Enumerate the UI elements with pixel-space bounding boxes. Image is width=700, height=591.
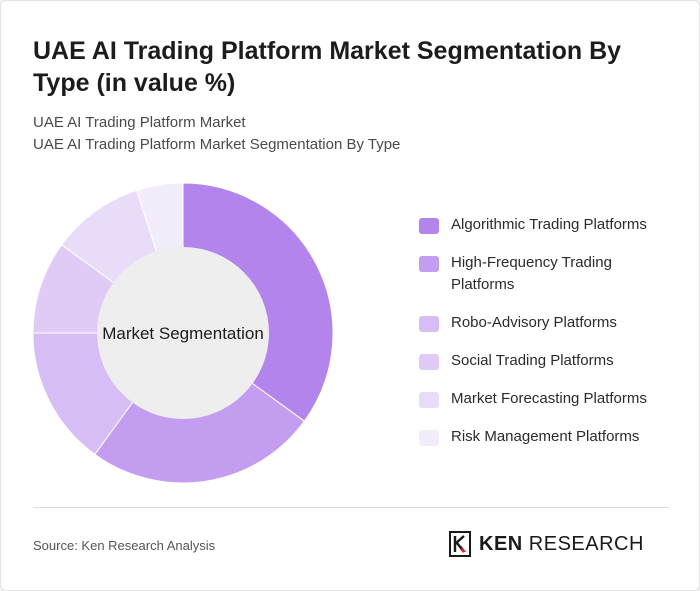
legend-swatch [419, 430, 439, 446]
legend-swatch [419, 316, 439, 332]
legend-label: Algorithmic Trading Platforms [451, 216, 647, 233]
center-label: Market Segmentation [102, 324, 264, 343]
page-title: UAE AI Trading Platform Market Segmentat… [33, 37, 622, 97]
legend-item: Social Trading Platforms [419, 350, 679, 372]
legend-swatch [419, 392, 439, 408]
legend-label: Robo-Advisory Platforms [451, 314, 617, 331]
legend-item: Algorithmic Trading Platforms [419, 214, 679, 236]
legend-item: High-Frequency Trading Platforms [419, 252, 679, 296]
donut-chart: Market Segmentation [32, 182, 334, 484]
legend-label: Market Forecasting Platforms [451, 390, 647, 407]
legend-label: Risk Management Platforms [451, 428, 640, 445]
breadcrumb-segmentation: UAE AI Trading Platform Market Segmentat… [33, 136, 401, 153]
ken-research-logo-icon [449, 531, 471, 557]
legend-item: Robo-Advisory Platforms [419, 312, 679, 334]
legend-swatch [419, 256, 439, 272]
chart-legend: Algorithmic Trading Platforms High-Freque… [419, 214, 679, 464]
legend-item: Risk Management Platforms [419, 426, 679, 448]
legend-label: High-Frequency Trading Platforms [451, 254, 612, 293]
legend-item: Market Forecasting Platforms [419, 388, 679, 410]
brand-logo: KEN RESEARCH [449, 531, 644, 557]
donut-hole [97, 247, 269, 419]
source-note: Source: Ken Research Analysis [33, 538, 216, 553]
brand-name: KEN RESEARCH [479, 532, 644, 555]
legend-label: Social Trading Platforms [451, 352, 614, 369]
footer-divider [33, 507, 669, 508]
legend-swatch [419, 354, 439, 370]
breadcrumb-market: UAE AI Trading Platform Market [33, 114, 246, 131]
legend-swatch [419, 218, 439, 234]
